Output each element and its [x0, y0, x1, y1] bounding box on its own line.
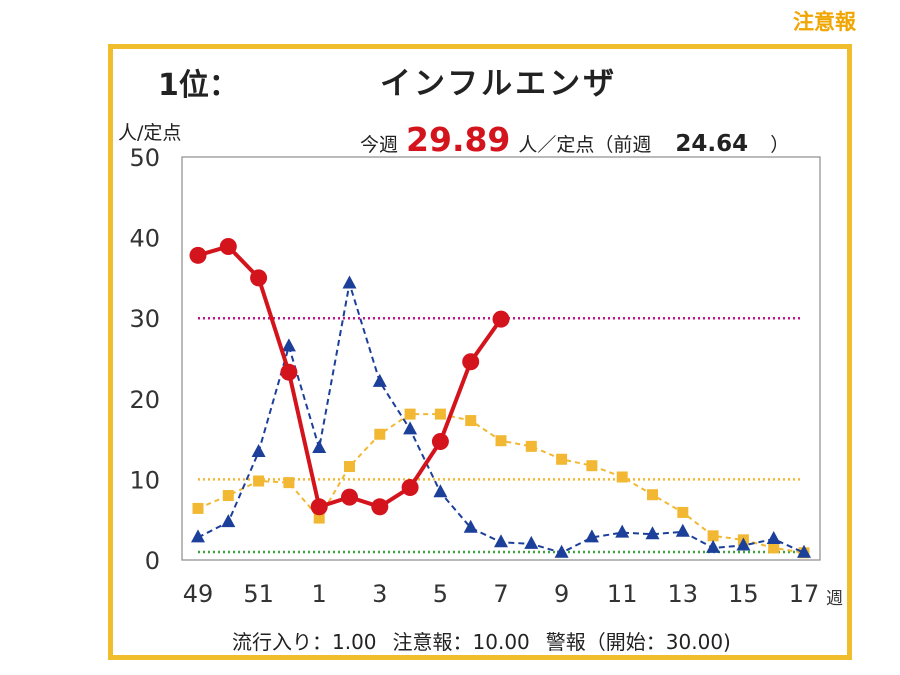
series-current-point: [189, 246, 207, 264]
x-tick-label: 3: [372, 580, 387, 608]
plot-area: [181, 156, 821, 561]
rank-label: 1位：: [158, 68, 239, 103]
series-previous-point: [372, 373, 387, 387]
series-previous-point: [736, 537, 751, 551]
x-tick-label: 1: [312, 580, 327, 608]
series-average-point: [556, 453, 568, 465]
x-tick-label: 17: [789, 580, 820, 608]
y-axis-unit: 人/定点: [118, 122, 182, 144]
series-previous-point: [615, 524, 630, 538]
series-previous-point: [524, 535, 539, 549]
series-average-point: [768, 542, 780, 554]
y-tick-label: 50: [129, 144, 160, 172]
series-average-point: [616, 471, 628, 483]
disease-name: インフルエンザ: [380, 66, 618, 102]
series-average-point: [374, 428, 386, 440]
y-tick-label: 10: [129, 466, 160, 494]
series-current-point: [492, 310, 510, 328]
series-previous-point: [797, 544, 811, 558]
close-paren: ）: [770, 134, 790, 156]
advisory-tag: 注意報: [793, 10, 856, 34]
x-tick-label: 7: [493, 580, 508, 608]
x-tick-label: 11: [607, 580, 638, 608]
series-average-point: [313, 512, 325, 524]
series-previous-point: [342, 275, 357, 289]
threshold-note: 流行入り：1.00 注意報：10.00 警報（開始：30.00): [232, 626, 747, 655]
x-tick-label: 51: [243, 580, 274, 608]
series-previous-point: [554, 544, 569, 558]
series-previous-point: [403, 421, 418, 435]
series-average-point: [192, 502, 204, 514]
series-current-point: [371, 498, 389, 516]
series-previous-point: [251, 443, 266, 457]
x-tick-label: 5: [433, 580, 448, 608]
series-average-point: [677, 506, 689, 518]
series-previous-point: [766, 531, 781, 545]
series-current-point: [219, 237, 237, 255]
series-previous-point: [281, 338, 296, 352]
series-previous-point: [645, 526, 660, 540]
series-average-point: [647, 489, 658, 501]
series-average-point: [344, 461, 355, 473]
x-tick-label: 13: [668, 580, 699, 608]
previous-week-value: 24.64: [675, 131, 749, 157]
x-tick-label: 9: [554, 580, 569, 608]
series-current-point: [401, 478, 419, 496]
this-week-value: 29.89: [406, 120, 511, 159]
y-tick-label: 0: [145, 547, 160, 575]
series-average-point: [586, 460, 598, 472]
series-previous-point: [584, 529, 599, 543]
series-average-point: [222, 490, 234, 502]
series-current-point: [250, 269, 268, 287]
series-average-point: [434, 408, 446, 420]
series-average-point: [404, 408, 416, 420]
series-average-point: [253, 475, 265, 487]
weekly-summary: 今週 29.89 人／定点（前週 24.64 ）: [360, 120, 789, 159]
x-tick-label: 15: [728, 580, 759, 608]
y-tick-label: 30: [129, 305, 160, 333]
series-previous-point: [675, 523, 690, 537]
series-current-point: [280, 363, 298, 381]
series-previous-point: [433, 484, 448, 498]
series-previous-point: [221, 514, 236, 528]
y-tick-label: 20: [129, 386, 160, 414]
series-previous-point: [494, 534, 508, 548]
series-average-point: [465, 415, 477, 427]
series-average-point: [283, 477, 295, 489]
series-average-point: [495, 435, 507, 447]
series-current-point: [341, 488, 358, 506]
x-axis-unit: 週: [826, 589, 843, 609]
series-previous-point: [706, 539, 721, 553]
advisory-threshold: 注意報：10.00: [392, 630, 530, 654]
series-current-point: [431, 433, 449, 451]
epidemic-threshold: 流行入り：1.00: [232, 630, 377, 654]
warning-threshold: 警報（開始：30.00): [545, 630, 731, 654]
series-previous-point: [312, 439, 327, 453]
series-average-point: [707, 530, 719, 542]
series-current-point: [310, 498, 328, 516]
series-previous-point: [191, 529, 205, 543]
unit-label: 人／定点（前週: [518, 134, 652, 156]
x-tick-label: 49: [183, 580, 214, 608]
y-tick-label: 40: [129, 225, 160, 253]
series-average-point: [525, 440, 537, 452]
series-current-point: [462, 353, 480, 371]
this-week-label: 今週: [360, 134, 399, 156]
series-previous-point: [463, 519, 478, 533]
